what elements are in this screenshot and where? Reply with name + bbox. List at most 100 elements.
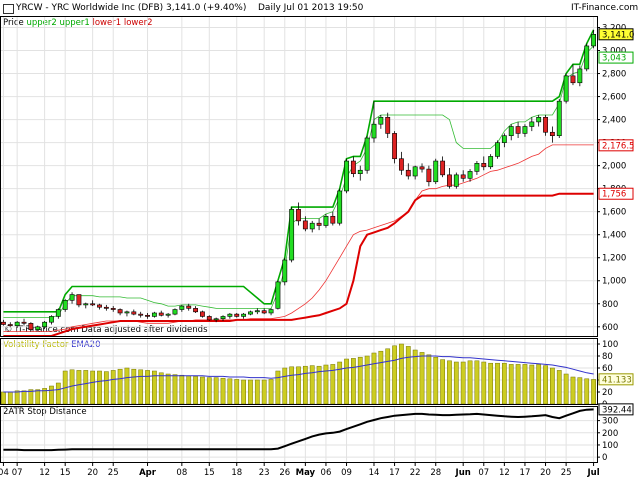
candle-body [392,133,397,160]
candle-body [158,312,164,316]
candle-body [76,294,82,306]
x-tick-label: 07 [12,468,23,478]
y-tick-label: 3,000 [602,47,626,57]
volatility-bar [220,377,226,405]
x-tick-label: 23 [259,468,270,478]
volatility-bar [35,389,41,405]
candle-body [316,222,322,226]
price-legend: Price upper2 upper1 lower1 lower2 [3,18,153,28]
volatility-bar [378,350,384,405]
x-tick-label: 14 [369,468,380,478]
lower1-line [3,144,594,332]
volatility-bar [412,349,418,405]
candle-body [248,311,253,315]
lower1-band-tag-text: 2,176.5 [602,141,634,151]
candle-body [289,209,295,261]
period-timestamp: Daily Jul 01 2013 19:50 [258,3,364,13]
y-tick-label: 1,600 [602,208,626,218]
x-tick-label: 12 [499,468,510,478]
y-tick-label: 200 [602,429,618,439]
volatility-bar [371,352,377,405]
candle-body [330,215,336,224]
lower2-band-tag-box [598,187,634,200]
x-tick-label: 17 [520,468,531,478]
last-price-tag-text: 3,141.0 [602,30,634,40]
y-tick-label: 2,400 [602,116,626,126]
candle-body [549,131,555,137]
candle-body [364,137,370,171]
candle-body [200,311,205,317]
data-note: © IT-Finance.com Data adjusted after div… [4,325,208,335]
candle-body [69,294,75,301]
site-name: IT-Finance.com [571,3,639,13]
pane-frame [0,16,598,337]
legend-upper2: upper2 [26,18,57,28]
y-tick-label: 60 [602,364,613,374]
candle-body [419,166,425,170]
candle-body [282,259,288,283]
candle-body [440,160,446,176]
volatility-bar [399,343,404,405]
candle-body [83,303,89,306]
lower2-band-tag-text: 1,756 [602,190,626,200]
candle-body [501,135,507,143]
legend-price: Price [3,18,24,28]
y-tick-label: 300 [602,417,618,427]
candle-body [447,174,452,187]
volatility-bar [309,365,315,405]
candle-body [186,305,192,309]
candle-body [275,281,281,309]
candle-body [385,116,391,134]
candle-body [481,163,487,168]
candle-body [378,116,384,125]
candle-body [131,311,137,315]
volatility-bar [124,367,130,405]
x-tick-label: 07 [478,468,489,478]
legend-lower1: lower1 [92,18,122,28]
upper2-line [3,29,595,313]
volatility-bar [97,370,102,405]
y-tick-label: 800 [602,300,618,310]
chart-header: YRCW - YRC Worldwide Inc (DFB) 3,141.0 (… [0,0,640,16]
volatility-bar [234,379,240,405]
volatility-bar [90,370,96,405]
candle-body [241,313,247,317]
candle-body [103,306,109,309]
candle-body [529,121,535,127]
volatility-bar [213,377,219,405]
candle-body [515,126,521,134]
candle-body [261,310,267,314]
candle-body [302,220,308,230]
volatility-bar [165,373,171,405]
volatility-bar [289,366,295,405]
volatility-bar [495,362,500,405]
x-tick-label: 15 [204,468,215,478]
candle-body [460,174,466,179]
candle-body [138,313,144,316]
candle-body [584,45,590,70]
candle-body [543,116,548,133]
candle-body [433,160,439,183]
x-tick-label: 06 [321,468,332,478]
volatility-bar [7,391,13,405]
y-tick-label: 80 [602,352,613,362]
x-tick-label: Jun [455,468,471,478]
candle-body [62,300,68,310]
y-tick-label: 0 [602,453,607,463]
atr-last-tag-text: 392.44 [602,405,632,415]
x-tick-label: 26 [279,468,290,478]
candle-body [474,163,480,172]
candle-body [220,316,226,320]
x-tick-label: May [296,468,316,478]
volatility-bar [405,346,411,405]
y-tick-label: 1,000 [602,277,626,287]
y-tick-label: 600 [602,323,618,333]
volatility-bar [227,378,233,405]
volatility-bar [337,361,343,405]
volatility-bar [385,348,391,405]
last-price-change: 3,141.0 (+9.40%) [166,3,247,13]
upper-band-tag: 3,043 [598,51,634,64]
candle-body [7,324,13,326]
volatility-bar [344,358,349,405]
